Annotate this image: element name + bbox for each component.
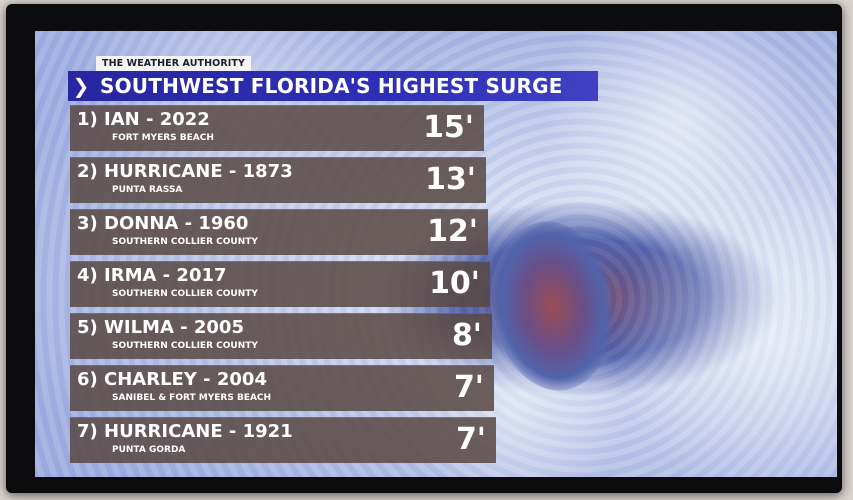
storm-name: 1) IAN - 2022 bbox=[77, 109, 210, 130]
storm-location: FORT MYERS BEACH bbox=[112, 133, 214, 143]
surge-row: 6) CHARLEY - 2004 SANIBEL & FORT MYERS B… bbox=[70, 365, 494, 411]
storm-name: 7) HURRICANE - 1921 bbox=[77, 421, 293, 442]
surge-row: 4) IRMA - 2017 SOUTHERN COLLIER COUNTY 1… bbox=[70, 261, 490, 307]
surge-height: 7' bbox=[453, 370, 484, 405]
storm-location: SANIBEL & FORT MYERS BEACH bbox=[112, 393, 272, 403]
surge-height: 12' bbox=[427, 214, 478, 249]
storm-location: SOUTHERN COLLIER COUNTY bbox=[112, 341, 258, 351]
surge-row: 1) IAN - 2022 FORT MYERS BEACH 15' bbox=[70, 105, 484, 151]
surge-row: 7) HURRICANE - 1921 PUNTA GORDA 7' bbox=[70, 417, 496, 463]
title-bar: ❯ SOUTHWEST FLORIDA'S HIGHEST SURGE bbox=[68, 71, 598, 101]
surge-height: 7' bbox=[455, 422, 486, 457]
storm-name: 4) IRMA - 2017 bbox=[77, 265, 227, 286]
storm-name: 2) HURRICANE - 1873 bbox=[77, 161, 293, 182]
tv-frame: THE WEATHER AUTHORITY ❯ SOUTHWEST FLORID… bbox=[6, 4, 842, 493]
storm-name: 6) CHARLEY - 2004 bbox=[77, 369, 267, 390]
storm-name: 5) WILMA - 2005 bbox=[77, 317, 244, 338]
chevron-right-icon: ❯ bbox=[72, 74, 90, 98]
surge-height: 15' bbox=[423, 110, 474, 145]
surge-list: 1) IAN - 2022 FORT MYERS BEACH 15' 2) HU… bbox=[70, 105, 496, 469]
storm-location: PUNTA GORDA bbox=[112, 445, 186, 455]
storm-location: PUNTA RASSA bbox=[112, 185, 183, 195]
surge-row: 2) HURRICANE - 1873 PUNTA RASSA 13' bbox=[70, 157, 486, 203]
brand-tag: THE WEATHER AUTHORITY bbox=[96, 56, 251, 72]
graphic-title: SOUTHWEST FLORIDA'S HIGHEST SURGE bbox=[100, 74, 563, 98]
surge-row: 5) WILMA - 2005 SOUTHERN COLLIER COUNTY … bbox=[70, 313, 492, 359]
storm-location: SOUTHERN COLLIER COUNTY bbox=[112, 237, 258, 247]
storm-name: 3) DONNA - 1960 bbox=[77, 213, 249, 234]
surge-row: 3) DONNA - 1960 SOUTHERN COLLIER COUNTY … bbox=[70, 209, 488, 255]
surge-height: 8' bbox=[451, 318, 482, 353]
surge-height: 13' bbox=[425, 162, 476, 197]
broadcast-screen: THE WEATHER AUTHORITY ❯ SOUTHWEST FLORID… bbox=[35, 31, 837, 477]
storm-location: SOUTHERN COLLIER COUNTY bbox=[112, 289, 258, 299]
surge-height: 10' bbox=[429, 266, 480, 301]
